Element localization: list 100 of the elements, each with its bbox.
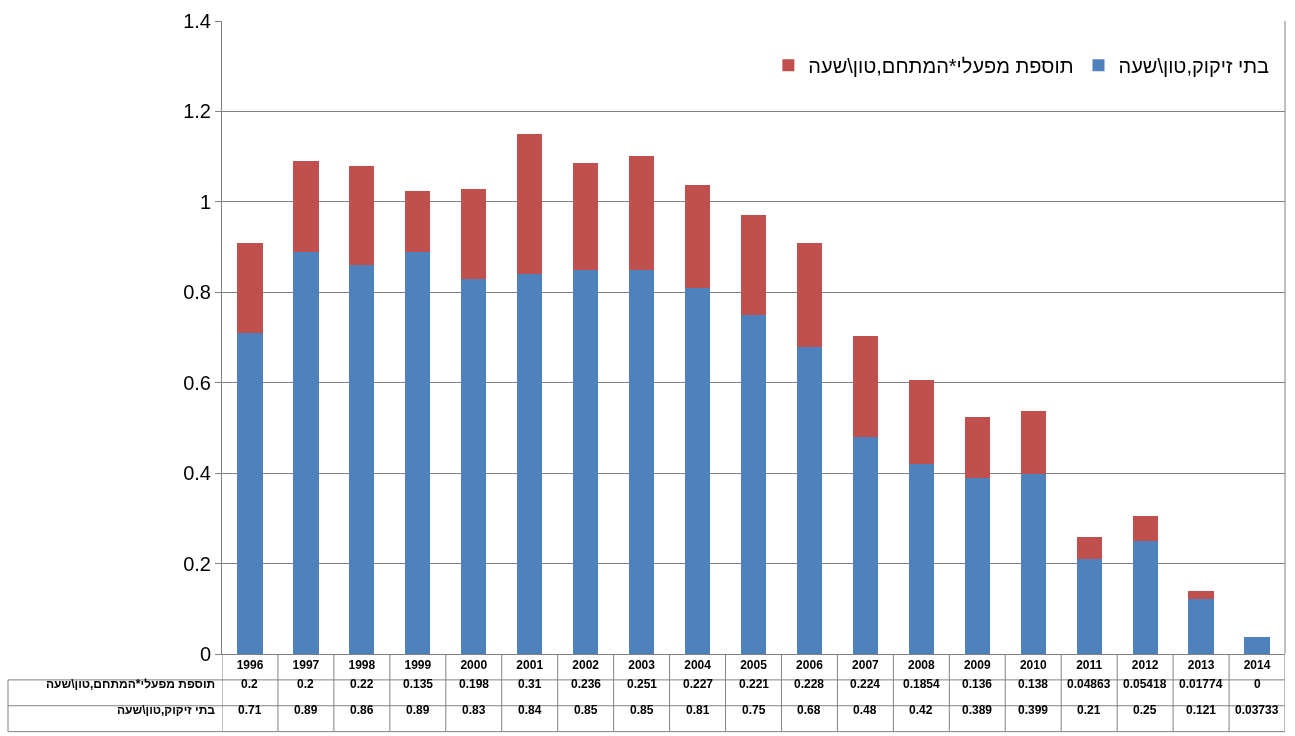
x-tick-label: 2005 xyxy=(740,658,768,673)
data-label: 0.136 xyxy=(962,677,993,691)
data-label: 0.83 xyxy=(462,703,486,717)
data-label: 0.68 xyxy=(797,703,821,717)
x-tick-label: 2008 xyxy=(907,658,936,673)
bar xyxy=(740,214,767,315)
data-label: 0.224 xyxy=(850,677,881,691)
bar xyxy=(1076,559,1102,654)
legend-label: תוספת מפעלי*המתחם,טון\שעה xyxy=(808,55,1074,78)
bar xyxy=(293,251,319,654)
x-tick-label: 2012 xyxy=(1131,658,1159,673)
data-label: 0.2 xyxy=(297,677,315,691)
data-label: 0.198 xyxy=(459,677,490,691)
x-tick-label: 2004 xyxy=(684,658,712,673)
data-label: 0.42 xyxy=(909,703,933,717)
data-label: 0.31 xyxy=(518,677,542,691)
x-tick-label: 2013 xyxy=(1187,658,1215,673)
x-tick-label: 2014 xyxy=(1243,658,1271,673)
data-label: 0.85 xyxy=(574,703,598,717)
bar xyxy=(405,190,431,252)
data-label: 0.236 xyxy=(571,677,602,691)
bar xyxy=(629,156,655,270)
data-label: 0 xyxy=(1254,677,1261,691)
data-label: 0.251 xyxy=(627,677,658,691)
bar xyxy=(293,161,319,252)
x-tick-label: 1998 xyxy=(348,658,376,673)
data-label: 0.121 xyxy=(1186,703,1217,717)
y-tick-label: 0 xyxy=(199,643,211,665)
data-label: 0.227 xyxy=(683,677,714,691)
y-tick-label: 0.8 xyxy=(183,281,211,304)
data-label: 0.01774 xyxy=(1179,677,1223,691)
data-label: 0.04863 xyxy=(1067,677,1111,691)
bar xyxy=(684,287,711,654)
data-label: 0.85 xyxy=(630,703,654,717)
bar xyxy=(517,134,543,275)
bar xyxy=(1076,537,1102,560)
bar xyxy=(852,335,878,437)
data-label: 0.138 xyxy=(1018,677,1049,691)
y-tick-label: 0.2 xyxy=(183,552,211,575)
data-label: 0.22 xyxy=(350,677,374,691)
bar xyxy=(349,165,375,266)
y-tick-label: 0.4 xyxy=(183,462,211,485)
bar xyxy=(796,346,823,654)
y-tick-label: 1 xyxy=(199,190,211,213)
y-tick-label: 0.6 xyxy=(183,371,211,394)
data-label: 0.89 xyxy=(406,703,430,717)
data-label: 0.75 xyxy=(742,703,766,717)
bar xyxy=(684,185,711,288)
bar xyxy=(461,278,487,654)
x-tick-label: 1996 xyxy=(236,658,264,673)
bar xyxy=(796,243,823,347)
bar xyxy=(964,416,990,479)
data-label: 0.25 xyxy=(1133,703,1157,717)
data-label: 0.05418 xyxy=(1123,677,1167,691)
bar xyxy=(1244,637,1270,654)
bar xyxy=(908,464,934,654)
data-label: 0.71 xyxy=(238,703,262,717)
x-tick-label: 1999 xyxy=(404,658,432,673)
data-label: 0.399 xyxy=(1018,703,1049,717)
data-label: 0.221 xyxy=(739,677,770,691)
data-label: 0.84 xyxy=(518,703,542,717)
bar xyxy=(573,269,599,654)
data-label: 0.21 xyxy=(1077,703,1101,717)
bar xyxy=(349,265,375,654)
bar xyxy=(629,269,655,654)
data-label: 0.03733 xyxy=(1235,703,1279,717)
data-label: 0.81 xyxy=(686,703,710,717)
bar xyxy=(852,436,878,654)
x-tick-label: 1997 xyxy=(292,658,320,673)
data-label: 0.1854 xyxy=(903,677,941,691)
data-label: 0.86 xyxy=(350,703,374,717)
bar xyxy=(237,242,263,333)
bar xyxy=(908,380,934,465)
y-tick-label: 1.4 xyxy=(183,10,211,32)
bar xyxy=(1188,591,1214,600)
bar xyxy=(1020,411,1046,474)
x-tick-label: 2003 xyxy=(628,658,656,673)
data-label: 0.228 xyxy=(794,677,825,691)
data-label: 0.48 xyxy=(853,703,877,717)
text: תוספת מפעלי*המתחם,טון\שעה xyxy=(46,677,216,691)
data-label: 0.2 xyxy=(241,677,259,691)
y-tick-label: 1.2 xyxy=(183,100,211,123)
bar xyxy=(1132,516,1158,541)
bar xyxy=(1020,473,1046,654)
bar xyxy=(1188,599,1214,654)
data-label: 0.89 xyxy=(294,703,318,717)
bar xyxy=(237,332,263,654)
bar xyxy=(573,162,599,270)
data-label: 0.389 xyxy=(962,703,993,717)
data-label: 0.135 xyxy=(403,677,434,691)
bar xyxy=(405,251,431,654)
x-tick-label: 2006 xyxy=(796,658,824,673)
legend-label: בתי זיקוק,טון\שעה xyxy=(1118,55,1269,78)
x-tick-label: 2010 xyxy=(1019,658,1047,673)
x-tick-label: 2002 xyxy=(572,658,600,673)
x-tick-label: 2009 xyxy=(963,658,991,673)
bar xyxy=(740,314,767,654)
x-tick-label: 2007 xyxy=(852,658,880,673)
x-tick-label: 2000 xyxy=(460,658,488,673)
x-tick-label: 2011 xyxy=(1076,658,1103,673)
